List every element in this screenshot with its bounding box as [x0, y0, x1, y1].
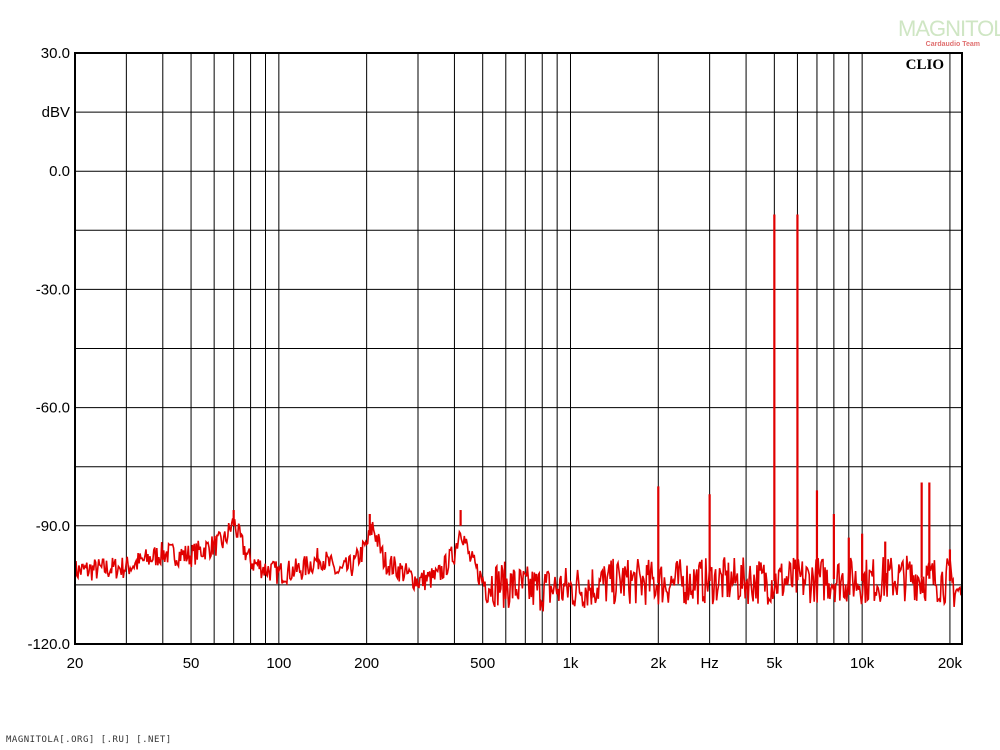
y-tick-label: 0.0 — [49, 163, 70, 180]
footer-watermark: MAGNITOLA[.ORG] [.RU] [.NET] — [6, 735, 172, 745]
y-tick-label: -120.0 — [27, 636, 70, 653]
x-tick-labels: 20 50 100 200 500 1k 2k 5k 10k 20k — [67, 655, 963, 672]
clio-brand-label: CLIO — [906, 57, 944, 73]
x-tick-label: 5k — [766, 655, 782, 672]
x-tick-label: 1k — [563, 655, 579, 672]
y-tick-label: -90.0 — [36, 518, 70, 535]
y-tick-label: -60.0 — [36, 400, 70, 417]
y-tick-labels: 30.0 0.0 -30.0 -60.0 -90.0 -120.0 — [27, 45, 70, 653]
chart-grid — [75, 53, 962, 644]
x-tick-label: 500 — [470, 655, 495, 672]
plot-frame — [74, 52, 963, 645]
x-unit-label: Hz — [700, 655, 718, 672]
noise-floor-line — [74, 518, 963, 612]
x-tick-label: 10k — [850, 655, 875, 672]
y-tick-label: 30.0 — [41, 45, 70, 62]
y-unit-label: dBV — [42, 104, 70, 121]
x-tick-label: 20 — [67, 655, 84, 672]
x-tick-label: 200 — [354, 655, 379, 672]
y-tick-label: -30.0 — [36, 281, 70, 298]
x-tick-label: 50 — [183, 655, 200, 672]
spectrum-trace — [74, 214, 963, 612]
x-tick-label: 2k — [650, 655, 666, 672]
logo-main-text: MAGNITOLA — [898, 16, 1000, 41]
magnitola-logo: MAGNITOLA Cardaudio Team — [898, 16, 1000, 52]
x-tick-label: 100 — [266, 655, 291, 672]
x-tick-label: 20k — [938, 655, 963, 672]
logo-sub-text: Cardaudio Team — [925, 41, 980, 48]
